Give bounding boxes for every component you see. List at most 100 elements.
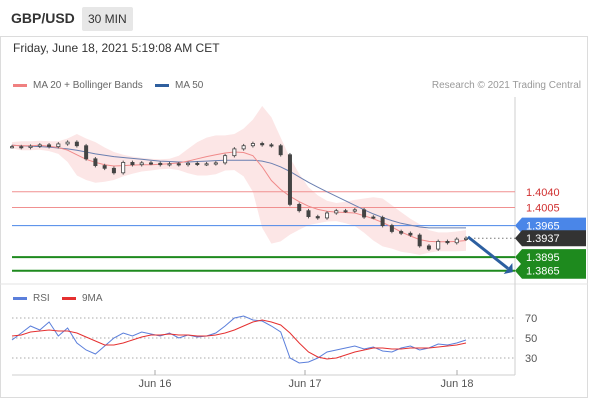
level-badge-shape bbox=[515, 230, 586, 247]
candle-body bbox=[389, 225, 394, 232]
level-badge-1.3965: 1.3965 bbox=[515, 217, 586, 234]
rsi-9ma-line bbox=[11, 319, 467, 360]
price-candle bbox=[232, 147, 237, 158]
price-candle bbox=[121, 160, 126, 175]
candle-body bbox=[278, 145, 283, 156]
price-candle bbox=[362, 208, 367, 219]
price-candle bbox=[250, 141, 255, 148]
candle-body bbox=[380, 217, 385, 226]
candle-body bbox=[56, 143, 61, 148]
price-candle bbox=[343, 208, 348, 213]
time-label-2: Jun 18 bbox=[440, 378, 473, 390]
price-candle bbox=[352, 208, 357, 213]
level-badge-text: 1.3895 bbox=[526, 252, 560, 264]
candle-body bbox=[84, 145, 89, 160]
price-candle bbox=[148, 161, 153, 166]
candle-body bbox=[204, 163, 209, 166]
candle-body bbox=[297, 203, 302, 212]
price-candle bbox=[315, 214, 320, 220]
price-candle bbox=[334, 208, 339, 215]
level-badge-text: 1.3965 bbox=[526, 221, 560, 233]
price-candle bbox=[454, 237, 459, 245]
time-label-0: Jun 16 bbox=[138, 378, 171, 390]
price-candle bbox=[278, 143, 283, 157]
price-candle bbox=[426, 244, 431, 251]
rsi-swatch-icon bbox=[13, 297, 27, 300]
price-candle bbox=[74, 140, 79, 148]
price-candle bbox=[399, 229, 404, 236]
candle-body bbox=[371, 216, 376, 219]
level-label-1.4005: 1.4005 bbox=[526, 203, 560, 215]
price-candle bbox=[37, 143, 42, 148]
price-candle bbox=[269, 143, 274, 148]
level-badge-1.3865: 1.3865 bbox=[515, 262, 586, 279]
price-candle bbox=[65, 140, 70, 146]
candle-body bbox=[426, 245, 431, 250]
level-badge-shape bbox=[515, 217, 586, 234]
price-candle bbox=[111, 166, 116, 175]
price-candle bbox=[102, 163, 107, 171]
price-candle bbox=[47, 143, 52, 149]
price-candle bbox=[287, 152, 292, 207]
symbol-label: GBP/USD bbox=[11, 10, 75, 26]
candle-body bbox=[102, 165, 107, 169]
price-candle bbox=[93, 157, 98, 168]
chart-header: GBP/USD 30 MIN bbox=[0, 0, 590, 36]
candle-body bbox=[362, 209, 367, 218]
candle-body bbox=[47, 144, 52, 148]
legend-rsi: RSI bbox=[13, 293, 50, 304]
price-candle bbox=[84, 143, 89, 161]
price-candle bbox=[213, 161, 218, 166]
time-label-1: Jun 17 bbox=[288, 378, 321, 390]
legend-bollinger: MA 20 + Bollinger Bands bbox=[13, 80, 143, 91]
price-candle bbox=[417, 233, 422, 248]
chart-frame bbox=[0, 36, 588, 398]
level-badge-shape bbox=[515, 249, 586, 266]
candle-body bbox=[269, 144, 274, 147]
price-candle bbox=[158, 161, 163, 167]
level-label-1.4040: 1.4040 bbox=[526, 187, 560, 199]
price-candle bbox=[325, 211, 330, 220]
level-badge-1.3895: 1.3895 bbox=[515, 249, 586, 266]
candle-body bbox=[325, 212, 330, 219]
candle-body bbox=[139, 162, 144, 166]
rsi-line bbox=[11, 315, 467, 364]
forecast-arrow-icon bbox=[467, 235, 513, 274]
candle-body bbox=[167, 163, 172, 166]
rsi-tick-label-70: 70 bbox=[525, 313, 537, 325]
candle-body bbox=[19, 146, 24, 149]
price-candle bbox=[260, 141, 265, 147]
candle-body bbox=[195, 162, 200, 165]
candle-body bbox=[463, 237, 468, 240]
ma50-swatch-icon bbox=[155, 84, 169, 87]
price-candle bbox=[445, 239, 450, 245]
timestamp: Friday, June 18, 2021 5:19:08 AM CET bbox=[13, 41, 220, 55]
rsi-tick-label-50: 50 bbox=[525, 333, 537, 345]
price-candle bbox=[130, 160, 135, 167]
price-candle bbox=[28, 144, 33, 150]
price-candle bbox=[223, 153, 228, 165]
candle-body bbox=[65, 141, 70, 145]
price-candle bbox=[389, 223, 394, 234]
legend-ma50-label: MA 50 bbox=[175, 80, 204, 91]
candle-body bbox=[399, 231, 404, 234]
price-candle bbox=[408, 231, 413, 237]
candle-body bbox=[287, 154, 292, 205]
candle-body bbox=[352, 209, 357, 212]
bollinger-band-area bbox=[12, 106, 466, 255]
9ma-swatch-icon bbox=[62, 297, 76, 300]
bollinger-swatch-icon bbox=[13, 84, 27, 87]
price-candle bbox=[9, 144, 14, 149]
timeframe-button[interactable]: 30 MIN bbox=[82, 7, 133, 31]
candle-body bbox=[121, 162, 126, 174]
forecast-arrow-shaft bbox=[467, 235, 509, 270]
candle-body bbox=[334, 210, 339, 214]
candle-body bbox=[250, 143, 255, 147]
legend-bollinger-label: MA 20 + Bollinger Bands bbox=[33, 80, 143, 91]
candle-body bbox=[241, 145, 246, 150]
candle-body bbox=[454, 238, 459, 244]
legend-9ma: 9MA bbox=[62, 293, 103, 304]
candle-body bbox=[260, 143, 265, 146]
price-candle bbox=[380, 215, 385, 228]
